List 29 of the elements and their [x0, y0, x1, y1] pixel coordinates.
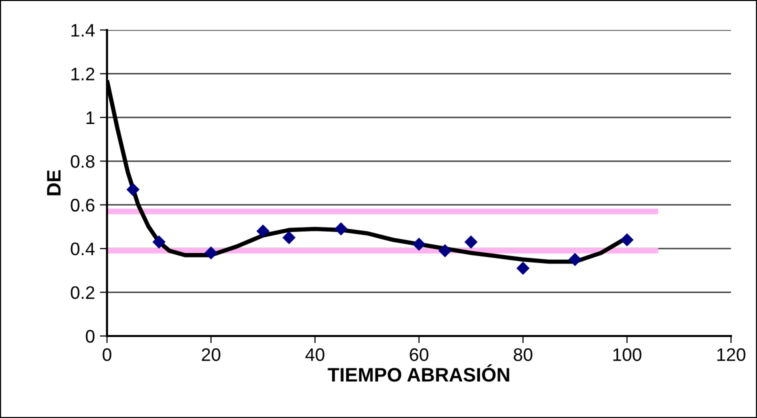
y-tick-label: 0.8	[70, 155, 94, 168]
point	[126, 182, 140, 196]
x-tick-label: 20	[202, 348, 220, 362]
x-tick-label: 0	[102, 348, 112, 362]
x-tick-label: 120	[717, 348, 746, 362]
point	[516, 262, 530, 275]
point	[438, 244, 452, 258]
point	[334, 222, 348, 236]
y-tick-label: 1.2	[71, 68, 94, 80]
y-tick-label: 1	[86, 112, 94, 124]
x-tick-label: 40	[305, 348, 324, 362]
y-tick-label: 0.2	[70, 286, 94, 300]
point	[464, 235, 478, 249]
x-tick-label: 100	[613, 348, 642, 362]
y-tick-label: 0	[86, 330, 94, 343]
y-tick-label: 0.6	[70, 198, 94, 212]
point	[256, 224, 270, 238]
point	[152, 235, 166, 249]
y-tick-label: 0.4	[70, 242, 95, 256]
y-tick-label: 1.4	[71, 24, 95, 37]
point	[282, 231, 296, 244]
y-axis-title: DE	[47, 170, 61, 196]
x-tick-label: 60	[410, 348, 428, 362]
point	[620, 233, 634, 246]
point	[412, 238, 426, 251]
point	[204, 246, 218, 260]
point	[568, 252, 582, 266]
x-axis-title: TIEMPO ABRASIÓN	[328, 364, 510, 382]
x-tick-label: 80	[514, 348, 532, 362]
